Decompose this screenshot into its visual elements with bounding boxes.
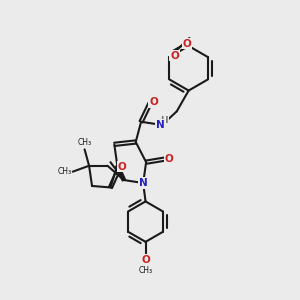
Text: O: O [149,97,158,107]
Text: N: N [139,178,148,188]
Text: CH₃: CH₃ [139,266,153,274]
Text: O: O [170,51,179,61]
Text: O: O [118,162,127,172]
Text: O: O [165,154,174,164]
Text: O: O [183,39,191,49]
Text: CH₃: CH₃ [57,167,71,176]
Text: H: H [160,116,168,125]
Text: O: O [141,255,150,265]
Text: N: N [156,120,165,130]
Text: CH₃: CH₃ [77,138,92,147]
